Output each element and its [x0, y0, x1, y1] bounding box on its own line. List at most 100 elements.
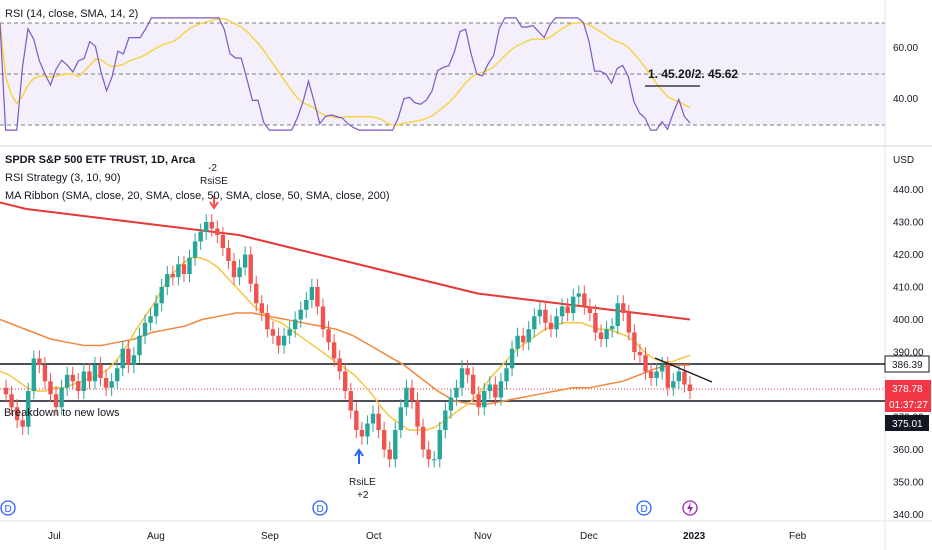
candle-body	[381, 430, 387, 450]
svg-text:378.78: 378.78	[892, 384, 923, 395]
candle-body	[265, 313, 270, 330]
candle-body	[687, 384, 693, 391]
candle-body	[159, 287, 164, 304]
candle-body	[343, 371, 348, 391]
candle-body	[615, 303, 620, 326]
candle-body	[637, 352, 643, 356]
short-signal-arrow	[209, 196, 219, 210]
candle-body	[181, 264, 187, 274]
candle-body	[131, 355, 137, 365]
candle-body	[487, 384, 493, 391]
candle-body	[654, 371, 659, 378]
candle-body	[203, 222, 209, 232]
descending-trendline[interactable]	[654, 357, 713, 383]
price-tag-last[interactable]: 378.78 01:37:27	[885, 380, 931, 412]
price-tag-support[interactable]: 375.01	[885, 415, 929, 431]
candle-body	[348, 391, 353, 411]
candle-body	[81, 371, 87, 391]
candle-body	[59, 387, 64, 408]
time-label-sep: Sep	[261, 531, 279, 542]
earnings-lightning-icon[interactable]	[682, 500, 698, 516]
candle-body	[576, 293, 581, 297]
candle-body	[153, 303, 159, 317]
price-tick-label: 430.00	[893, 218, 924, 229]
candle-body	[409, 387, 415, 401]
candle-body	[370, 413, 376, 424]
candle-body	[142, 322, 148, 336]
candle-body	[420, 426, 426, 450]
dividend-icon[interactable]: D	[312, 500, 328, 516]
svg-text:D: D	[317, 504, 324, 515]
rsi-line	[0, 17, 691, 131]
price-tag-resistance[interactable]: 386.39	[884, 355, 930, 373]
candle-body	[209, 222, 214, 229]
candle-body	[242, 254, 248, 268]
candle-body	[198, 231, 203, 242]
candle-body	[593, 313, 598, 333]
short-signal-qty: -2	[208, 163, 217, 174]
candle-body	[604, 329, 609, 339]
candle-body	[120, 348, 125, 369]
candle-body	[537, 309, 543, 317]
price-tick-label: 420.00	[893, 250, 924, 261]
candle-body	[87, 371, 92, 382]
ma-ribbon-legend[interactable]: MA Ribbon (SMA, close, 20, SMA, close, 5…	[5, 190, 390, 202]
long-signal-qty: +2	[357, 490, 369, 501]
time-label-feb: Feb	[789, 531, 807, 542]
short-signal-label: RsiSE	[200, 176, 228, 187]
price-tick-label: 400.00	[893, 315, 924, 326]
candle-body	[3, 387, 9, 395]
candle-body	[587, 306, 593, 313]
candle-body	[404, 387, 409, 408]
dividend-icon[interactable]: D	[636, 500, 652, 516]
rsi-lines	[0, 17, 691, 131]
candle-body	[504, 368, 509, 382]
candle-body	[31, 358, 37, 391]
symbol-legend[interactable]: SPDR S&P 500 ETF TRUST, 1D, Arca	[5, 154, 196, 166]
candle-body	[526, 329, 531, 343]
svg-text:01:37:27: 01:37:27	[889, 400, 928, 411]
candle-body	[287, 329, 292, 336]
candle-body	[621, 303, 626, 313]
candles	[3, 213, 693, 468]
candle-body	[42, 365, 48, 382]
ma50-line	[0, 312, 690, 405]
time-label-2023: 2023	[683, 531, 706, 542]
candle-body	[509, 348, 515, 369]
candle-body	[454, 387, 459, 398]
time-label-dec: Dec	[580, 531, 598, 542]
svg-text:D: D	[641, 504, 648, 515]
price-tick-label: 390.00	[893, 348, 924, 359]
candle-body	[9, 394, 14, 408]
candle-body	[14, 407, 20, 421]
rsi-legend[interactable]: RSI (14, close, SMA, 14, 2)	[5, 8, 139, 20]
candle-body	[465, 368, 470, 375]
candle-body	[304, 300, 309, 310]
candle-body	[676, 371, 682, 382]
candle-body	[115, 368, 120, 382]
candle-body	[170, 274, 176, 278]
candle-body	[192, 241, 198, 258]
candle-body	[109, 381, 114, 388]
dividend-icon[interactable]: D	[0, 500, 16, 516]
breakdown-annotation: Breakdown to new lows	[4, 407, 120, 419]
candle-body	[26, 391, 31, 427]
candle-body	[470, 374, 476, 395]
candle-body	[571, 296, 576, 313]
candle-body	[376, 413, 381, 430]
candle-body	[582, 293, 587, 307]
price-tick-label: 360.00	[893, 445, 924, 456]
candle-body	[476, 394, 481, 408]
candle-body	[53, 394, 59, 408]
candle-body	[237, 267, 242, 278]
candle-body	[70, 374, 75, 382]
candle-body	[387, 449, 392, 460]
candle-body	[459, 368, 465, 388]
candle-body	[543, 309, 548, 323]
price-axis-ticks: 440.00430.00420.00410.00400.00390.00370.…	[893, 185, 924, 521]
candle-body	[126, 348, 131, 365]
candle-body	[609, 326, 615, 330]
strategy-legend[interactable]: RSI Strategy (3, 10, 90)	[5, 172, 121, 184]
candle-body	[254, 283, 259, 304]
